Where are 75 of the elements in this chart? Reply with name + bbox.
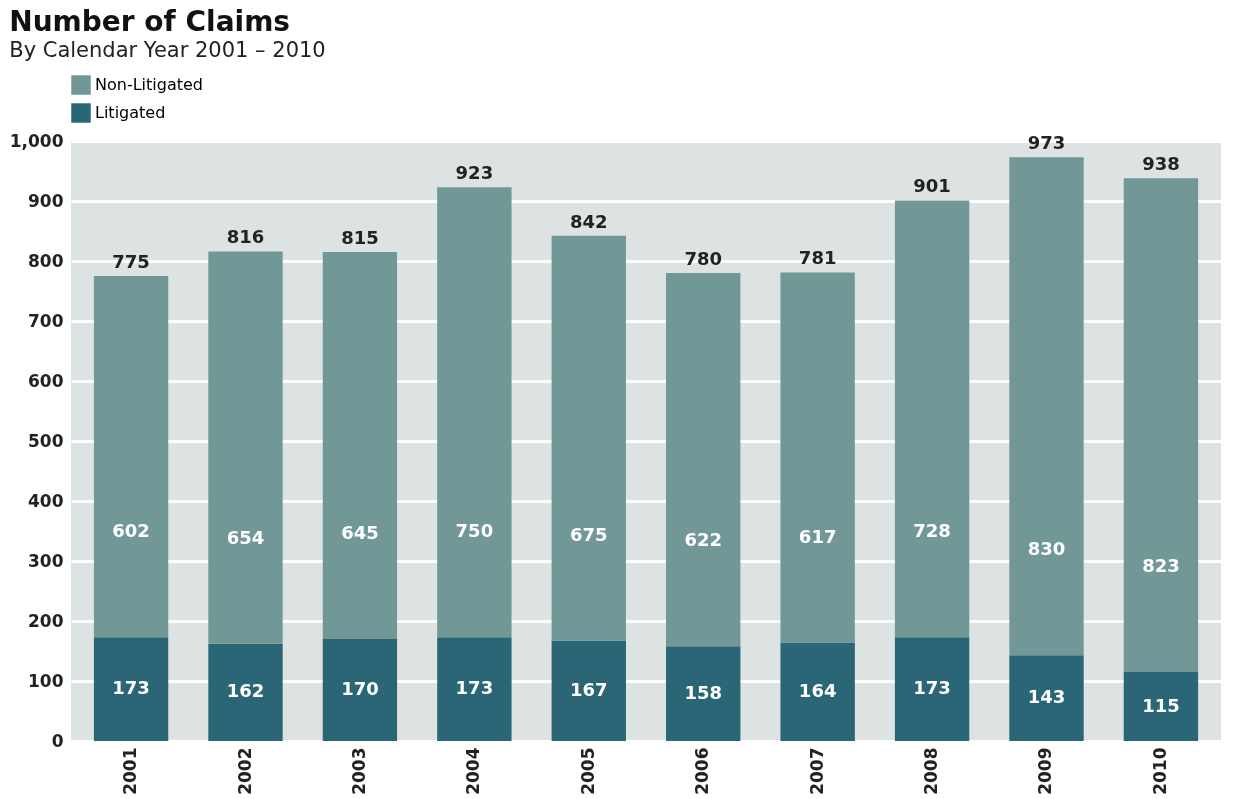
y-tick-label: 1,000 xyxy=(9,130,64,151)
data-label: 750 xyxy=(455,520,494,542)
x-tick-label: 2010 xyxy=(1149,747,1170,795)
total-label: 973 xyxy=(1027,132,1066,154)
x-tick-label: 2006 xyxy=(692,747,713,795)
bar xyxy=(1123,178,1199,672)
y-tick-label: 0 xyxy=(51,730,64,751)
data-label: 830 xyxy=(1027,538,1066,560)
total-label: 901 xyxy=(913,175,951,197)
data-label: 164 xyxy=(798,679,837,701)
data-label: 167 xyxy=(570,678,608,700)
x-tick-label: 2004 xyxy=(463,747,484,795)
bar xyxy=(894,200,970,638)
bar xyxy=(666,273,741,647)
legend-label: Litigated xyxy=(95,103,166,122)
x-tick-label: 2008 xyxy=(921,747,942,795)
x-tick-label: 2009 xyxy=(1035,747,1056,795)
data-label: 728 xyxy=(913,520,951,542)
y-tick-label: 900 xyxy=(28,190,64,211)
bar xyxy=(1009,655,1084,741)
bar xyxy=(1009,157,1084,656)
data-label: 143 xyxy=(1027,686,1066,708)
total-label: 842 xyxy=(570,210,608,232)
y-tick-label: 200 xyxy=(28,610,64,631)
y-tick-label: 800 xyxy=(28,250,64,271)
total-label: 781 xyxy=(798,247,837,269)
bar xyxy=(93,276,169,638)
bar xyxy=(437,637,512,741)
data-label: 617 xyxy=(798,525,837,547)
bar xyxy=(551,640,626,741)
total-label: 816 xyxy=(226,226,265,248)
data-label: 645 xyxy=(341,522,379,543)
chart-subtitle: By Calendar Year 2001 – 2010 xyxy=(9,38,326,62)
data-label: 158 xyxy=(684,681,722,703)
bar xyxy=(208,643,283,741)
data-label: 173 xyxy=(112,677,150,699)
bar xyxy=(1123,672,1199,741)
total-label: 923 xyxy=(455,162,494,184)
data-label: 654 xyxy=(226,526,265,548)
data-label: 162 xyxy=(226,680,265,702)
bar xyxy=(208,251,283,644)
data-label: 170 xyxy=(341,678,379,699)
x-tick-label: 2002 xyxy=(234,747,255,795)
total-label: 938 xyxy=(1142,153,1180,175)
total-label: 815 xyxy=(341,227,379,248)
y-tick-label: 500 xyxy=(28,430,64,451)
bar xyxy=(780,642,855,741)
data-label: 115 xyxy=(1142,694,1180,716)
y-tick-label: 700 xyxy=(28,310,64,331)
bar xyxy=(93,637,169,741)
bar xyxy=(780,272,855,643)
bar xyxy=(322,639,398,741)
y-tick-label: 400 xyxy=(28,490,64,511)
chart-title: Number of Claims xyxy=(9,5,291,38)
data-label: 823 xyxy=(1142,555,1180,576)
legend-label: Non-Litigated xyxy=(95,75,203,94)
bar xyxy=(666,646,741,741)
bar xyxy=(894,637,970,741)
data-label: 173 xyxy=(455,677,494,699)
total-label: 775 xyxy=(112,251,150,272)
x-tick-label: 2001 xyxy=(120,747,141,795)
data-label: 602 xyxy=(112,520,150,542)
x-tick-label: 2005 xyxy=(577,747,598,795)
y-tick-label: 600 xyxy=(28,370,64,391)
bar xyxy=(437,187,512,638)
bar xyxy=(322,252,398,639)
data-label: 173 xyxy=(913,677,951,699)
x-tick-label: 2007 xyxy=(806,747,827,795)
y-tick-label: 100 xyxy=(28,670,64,691)
bar xyxy=(551,235,626,641)
x-tick-label: 2003 xyxy=(348,747,369,795)
data-label: 622 xyxy=(684,529,722,551)
data-label: 675 xyxy=(570,523,608,545)
y-tick-label: 300 xyxy=(28,550,64,571)
total-label: 780 xyxy=(684,248,722,269)
